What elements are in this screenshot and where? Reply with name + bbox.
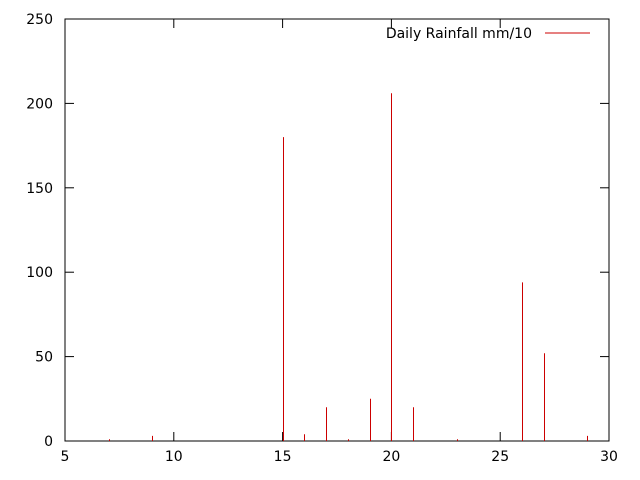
legend-label: Daily Rainfall mm/10 bbox=[386, 26, 532, 42]
x-tick-label: 25 bbox=[491, 449, 509, 465]
y-tick-label: 200 bbox=[26, 96, 53, 112]
legend: Daily Rainfall mm/10 bbox=[386, 26, 590, 42]
x-tick-label: 10 bbox=[165, 449, 183, 465]
x-tick-label: 30 bbox=[600, 449, 618, 465]
x-axis: 5 10 15 20 25 30 bbox=[61, 19, 618, 465]
plot-frame bbox=[64, 18, 610, 442]
y-axis: 0 50 100 150 200 250 bbox=[26, 12, 609, 450]
x-tick-label: 20 bbox=[382, 449, 400, 465]
y-tick-label: 0 bbox=[44, 434, 53, 450]
x-tick-label: 15 bbox=[274, 449, 292, 465]
y-tick-label: 50 bbox=[35, 350, 53, 366]
y-tick-label: 100 bbox=[26, 265, 53, 281]
data-series bbox=[109, 93, 588, 441]
y-tick-label: 250 bbox=[26, 12, 53, 28]
y-tick-label: 150 bbox=[26, 181, 53, 197]
x-tick-label: 5 bbox=[61, 449, 70, 465]
